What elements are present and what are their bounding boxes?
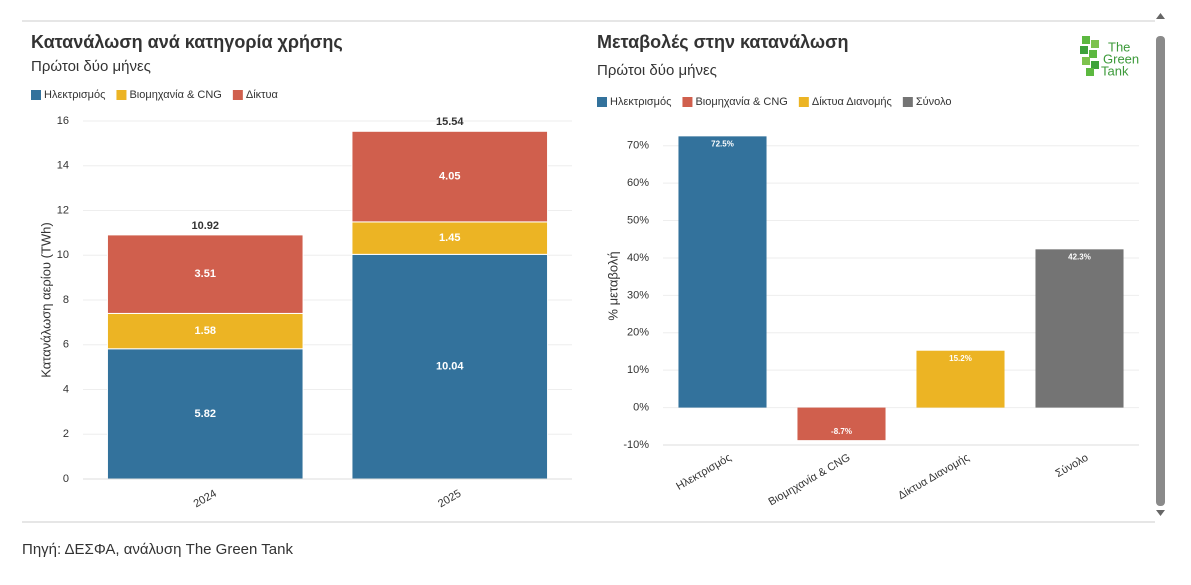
y-tick-label: 16 [57, 115, 69, 127]
scrollbar[interactable] [1156, 36, 1165, 506]
bar [916, 350, 1005, 408]
value-label: 1.45 [439, 232, 460, 244]
value-label: 10.04 [436, 361, 464, 373]
source-note: Πηγή: ΔΕΣΦΑ, ανάλυση The Green Tank [22, 541, 293, 558]
bar-segment [351, 253, 549, 480]
value-label: 3.51 [195, 268, 216, 280]
logo-square [1089, 50, 1097, 58]
value-label: 5.82 [195, 408, 216, 420]
bar-segment [106, 234, 304, 314]
y-tick-label: 6 [63, 339, 69, 351]
legend-swatch [798, 97, 809, 107]
chart-subtitle: Πρώτοι δύο μήνες [31, 58, 151, 75]
value-label: 4.05 [439, 171, 460, 183]
bar-segment [351, 130, 549, 223]
y-tick-label: 30% [627, 289, 649, 301]
y-tick-label: 0% [633, 401, 649, 413]
y-tick-label: 12 [57, 204, 69, 216]
y-tick-label: 4 [63, 383, 69, 395]
y-tick-label: 40% [627, 252, 649, 264]
x-tick-label: Ηλεκτρισμός [674, 452, 733, 493]
x-tick-label: 2024 [192, 488, 219, 511]
chart-subtitle: Πρώτοι δύο μήνες [597, 62, 717, 79]
y-tick-label: 10 [57, 249, 69, 261]
logo-text: The [1108, 39, 1130, 54]
logo-square [1082, 57, 1090, 65]
x-tick-label: Δίκτυα Διανομής [896, 452, 971, 502]
y-tick-label: -10% [623, 439, 649, 451]
y-tick-label: 0 [63, 473, 69, 485]
scroll-down[interactable] [1156, 510, 1165, 516]
y-tick-label: 20% [627, 327, 649, 339]
logo-square [1086, 68, 1094, 76]
y-tick-label: 14 [57, 160, 69, 172]
scroll-up[interactable] [1156, 13, 1165, 19]
bar-segment [106, 348, 304, 480]
value-label: 15.2% [949, 354, 972, 363]
legend-label: Δίκτυα [246, 89, 279, 101]
y-tick-label: 50% [627, 214, 649, 226]
legend-swatch [682, 97, 693, 107]
bar-segment [106, 312, 304, 350]
y-axis-label: % μεταβολή [605, 251, 620, 320]
x-tick-label: Βιομηχανία & CNG [766, 452, 852, 509]
logo-square [1080, 46, 1088, 54]
value-label: 42.3% [1068, 252, 1091, 261]
logo-text: Tank [1101, 63, 1129, 78]
y-tick-label: 70% [627, 140, 649, 152]
y-axis-label: Κατανάλωση αερίου (TWh) [38, 222, 53, 377]
legend-swatch [31, 90, 41, 100]
legend-swatch [597, 97, 607, 107]
y-tick-label: 60% [627, 177, 649, 189]
bar-segment [351, 221, 549, 255]
value-label: -8.7% [831, 427, 852, 436]
y-tick-label: 8 [63, 294, 69, 306]
legend-swatch [902, 97, 913, 107]
bar [797, 407, 886, 441]
y-tick-label: 2 [63, 428, 69, 440]
legend-swatch [116, 90, 127, 100]
legend-label: Ηλεκτρισμός [610, 96, 671, 108]
value-label: 72.5% [711, 139, 734, 148]
x-tick-label: Σύνολο [1054, 452, 1091, 480]
bar [678, 136, 767, 408]
chart-title: Κατανάλωση ανά κατηγορία χρήσης [31, 32, 343, 52]
logo-square [1091, 61, 1099, 69]
legend-label: Δίκτυα Διανομής [812, 96, 892, 108]
logo-square [1082, 36, 1090, 44]
legend-label: Ηλεκτρισμός [44, 89, 105, 101]
y-tick-label: 10% [627, 364, 649, 376]
legend-label: Σύνολο [916, 96, 952, 108]
total-label: 10.92 [191, 220, 219, 232]
legend-label: Βιομηχανία & CNG [695, 96, 787, 108]
legend-label: Βιομηχανία & CNG [129, 89, 221, 101]
bar [1035, 249, 1124, 408]
x-tick-label: 2025 [436, 488, 463, 511]
chart-title: Μεταβολές στην κατανάλωση [597, 32, 848, 52]
logo: The Green Tank [1080, 36, 1139, 78]
logo-text: Green [1103, 51, 1139, 66]
legend-swatch [232, 90, 243, 100]
value-label: 1.58 [195, 325, 216, 337]
total-label: 15.54 [436, 116, 464, 128]
logo-square [1091, 40, 1099, 48]
